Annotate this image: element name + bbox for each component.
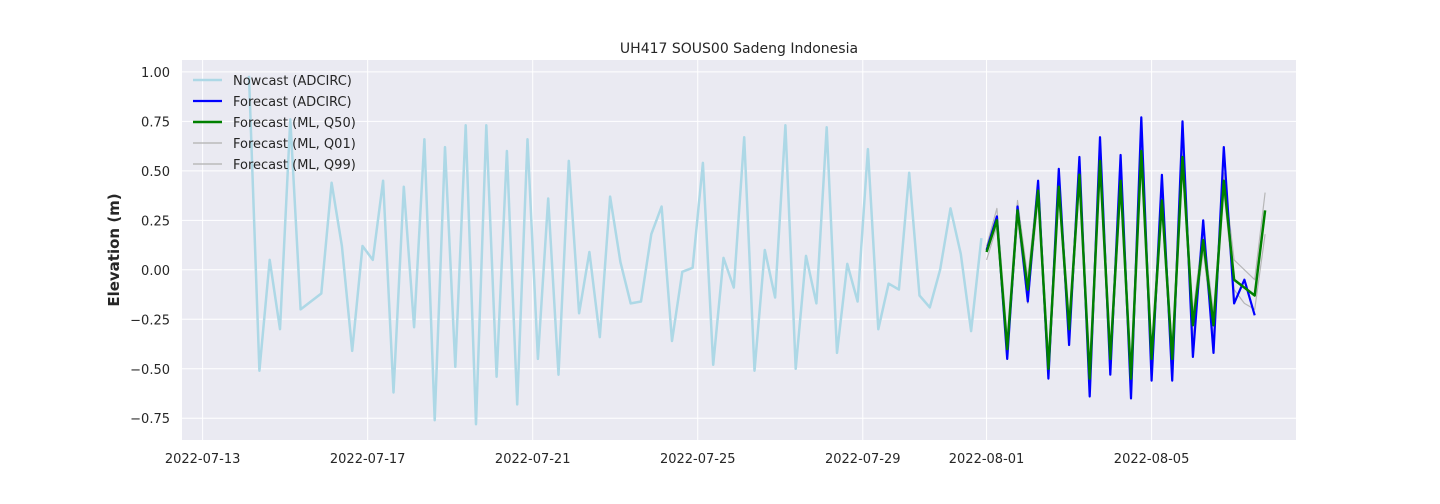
- x-tick-label: 2022-08-05: [1114, 452, 1190, 467]
- legend: Nowcast (ADCIRC) Forecast (ADCIRC) Forecas…: [193, 74, 356, 173]
- y-tick-label: −0.50: [130, 363, 170, 378]
- y-tick-label: 0.25: [141, 214, 170, 229]
- legend-label: Forecast (ML, Q01): [233, 137, 356, 152]
- y-tick-label: 0.50: [141, 165, 170, 180]
- x-tick-label: 2022-07-17: [330, 452, 406, 467]
- y-tick-label: 0.75: [141, 115, 170, 130]
- y-tick-label: −0.75: [130, 412, 170, 427]
- x-tick-label: 2022-07-25: [660, 452, 736, 467]
- legend-label: Forecast (ADCIRC): [233, 95, 352, 110]
- x-tick-label: 2022-07-29: [825, 452, 901, 467]
- legend-label: Forecast (ML, Q99): [233, 158, 356, 173]
- y-tick-label: 1.00: [141, 66, 170, 81]
- series-line-2: [985, 149, 1267, 380]
- x-tick-labels: 2022-07-13 2022-07-17 2022-07-21 2022-07-25…: [165, 452, 1190, 467]
- chart-title: UH417 SOUS00 Sadeng Indonesia: [620, 41, 858, 57]
- x-tick-label: 2022-07-13: [165, 452, 241, 467]
- x-tick-label: 2022-07-21: [495, 452, 571, 467]
- legend-label: Forecast (ML, Q50): [233, 116, 356, 131]
- series-line-0: [247, 75, 983, 426]
- y-tick-labels: −0.75 −0.50 −0.25 0.00 0.25 0.50 0.75 1.00: [130, 66, 170, 427]
- series-lines: [247, 75, 1267, 426]
- x-tick-label: 2022-08-01: [949, 452, 1025, 467]
- y-axis-label: Elevation (m): [105, 193, 123, 306]
- y-tick-label: 0.00: [141, 264, 170, 279]
- y-tick-label: −0.25: [130, 313, 170, 328]
- legend-label: Nowcast (ADCIRC): [233, 74, 352, 89]
